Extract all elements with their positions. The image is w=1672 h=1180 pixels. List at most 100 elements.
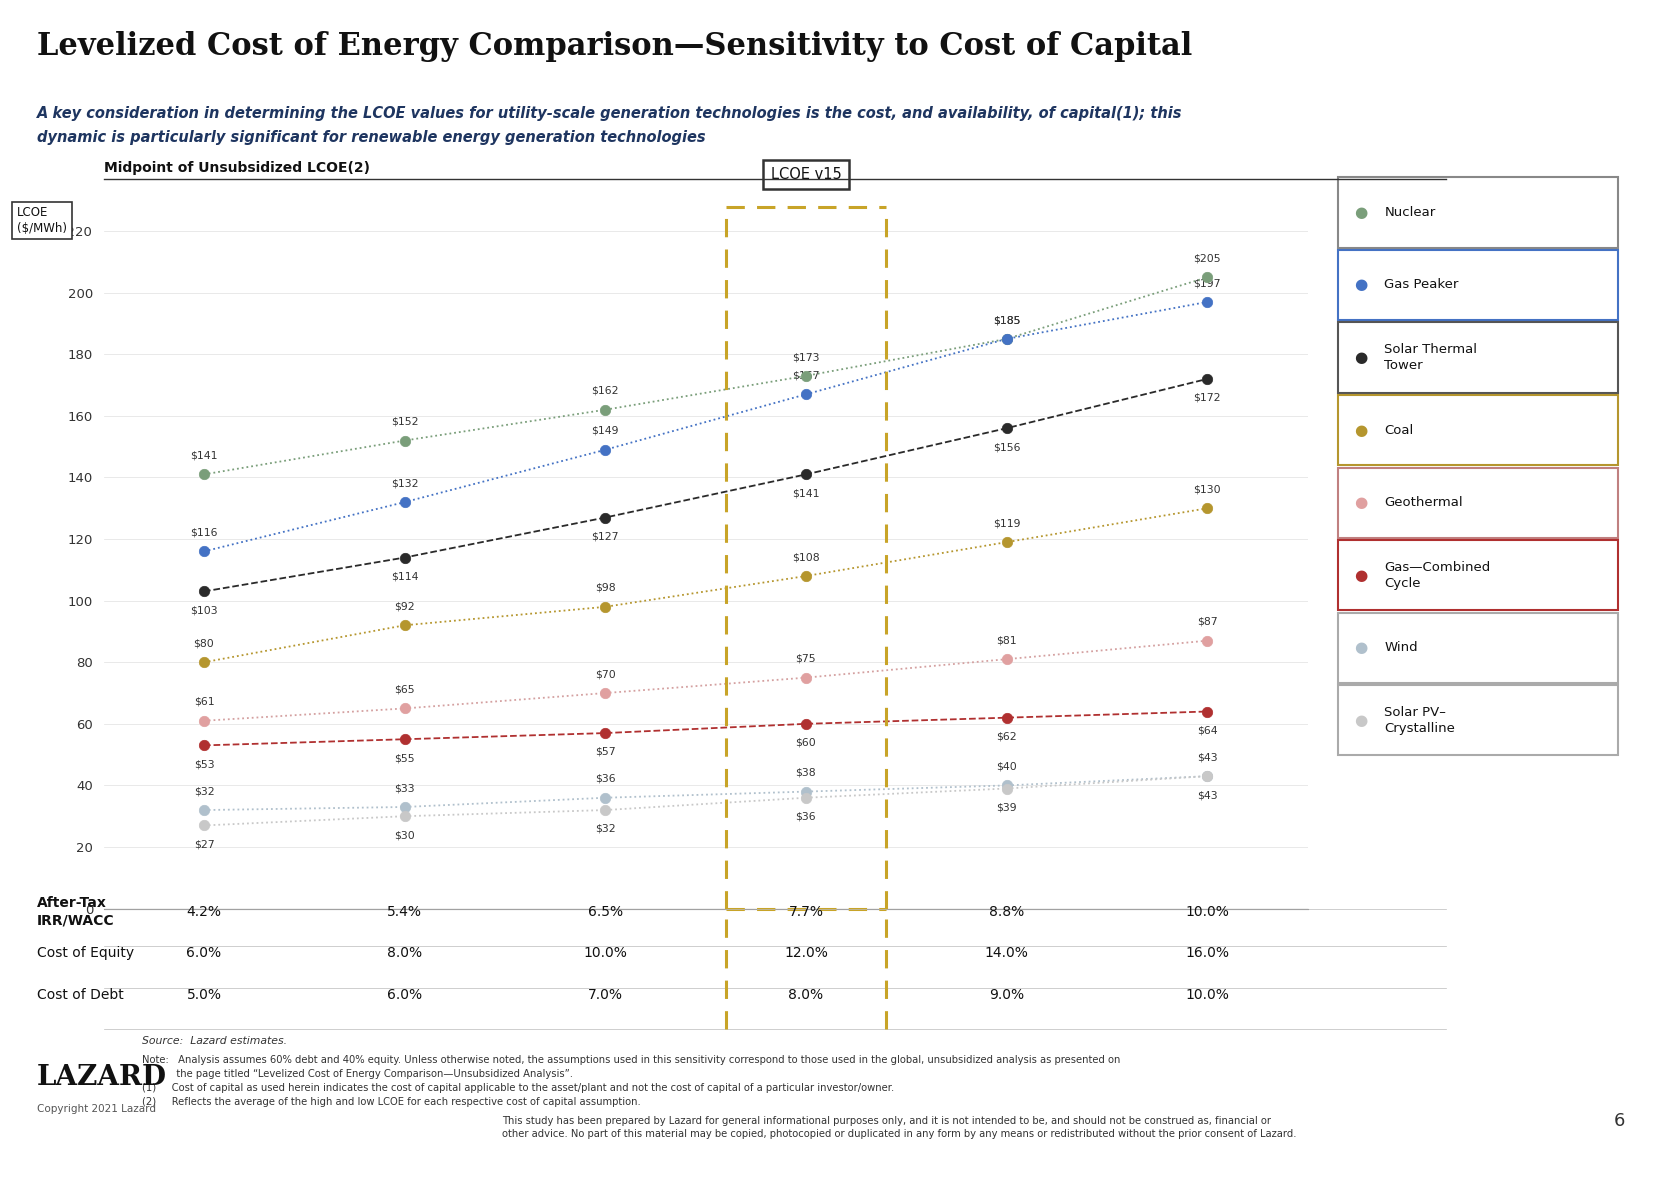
Text: $36: $36 xyxy=(595,774,615,784)
Text: Solar Thermal
Tower: Solar Thermal Tower xyxy=(1384,343,1478,372)
Text: Cost of Debt: Cost of Debt xyxy=(37,988,124,1002)
Text: ●: ● xyxy=(1354,350,1368,365)
Text: Source:  Lazard estimates.: Source: Lazard estimates. xyxy=(142,1036,288,1045)
Text: This study has been prepared by Lazard for general informational purposes only, : This study has been prepared by Lazard f… xyxy=(502,1116,1271,1126)
Text: After-Tax
IRR/WACC: After-Tax IRR/WACC xyxy=(37,897,114,927)
Text: Geothermal: Geothermal xyxy=(1384,496,1463,510)
Text: $33: $33 xyxy=(395,784,415,793)
Text: ●: ● xyxy=(1354,205,1368,219)
Text: (2)     Reflects the average of the high and low LCOE for each respective cost o: (2) Reflects the average of the high and… xyxy=(142,1097,640,1107)
Text: $108: $108 xyxy=(793,552,819,562)
Text: 7.0%: 7.0% xyxy=(589,988,622,1002)
Text: 8.0%: 8.0% xyxy=(386,946,423,961)
Text: other advice. No part of this material may be copied, photocopied or duplicated : other advice. No part of this material m… xyxy=(502,1129,1296,1139)
Text: $167: $167 xyxy=(793,371,819,380)
Text: A key consideration in determining the LCOE values for utility-scale generation : A key consideration in determining the L… xyxy=(37,106,1182,122)
Text: $156: $156 xyxy=(993,442,1020,452)
Text: 8.8%: 8.8% xyxy=(988,905,1025,919)
Text: $116: $116 xyxy=(191,527,217,538)
Text: 9.0%: 9.0% xyxy=(988,988,1025,1002)
Text: $38: $38 xyxy=(796,768,816,778)
Text: $43: $43 xyxy=(1197,791,1217,800)
Text: 5.0%: 5.0% xyxy=(187,988,221,1002)
Text: Nuclear: Nuclear xyxy=(1384,205,1436,219)
Text: dynamic is particularly significant for renewable energy generation technologies: dynamic is particularly significant for … xyxy=(37,130,706,145)
Text: the page titled “Levelized Cost of Energy Comparison—Unsubsidized Analysis”.: the page titled “Levelized Cost of Energ… xyxy=(142,1069,573,1079)
Text: $80: $80 xyxy=(194,638,214,648)
Text: ●: ● xyxy=(1354,641,1368,655)
Text: Gas—Combined
Cycle: Gas—Combined Cycle xyxy=(1384,560,1491,590)
Text: ●: ● xyxy=(1354,422,1368,438)
Text: LCOE v15: LCOE v15 xyxy=(771,166,841,182)
Text: $53: $53 xyxy=(194,759,214,769)
Text: $55: $55 xyxy=(395,753,415,763)
Text: $114: $114 xyxy=(391,571,418,582)
Text: $185: $185 xyxy=(993,315,1020,324)
Text: 8.0%: 8.0% xyxy=(788,988,824,1002)
Text: 4.2%: 4.2% xyxy=(187,905,221,919)
Text: 6.0%: 6.0% xyxy=(386,988,423,1002)
Text: $43: $43 xyxy=(1197,753,1217,762)
Text: ●: ● xyxy=(1354,713,1368,728)
Text: $141: $141 xyxy=(191,451,217,460)
Text: $173: $173 xyxy=(793,352,819,362)
Text: 10.0%: 10.0% xyxy=(1185,988,1229,1002)
Text: LAZARD: LAZARD xyxy=(37,1064,167,1092)
Text: $61: $61 xyxy=(194,697,214,707)
Text: 6.0%: 6.0% xyxy=(186,946,222,961)
Text: $32: $32 xyxy=(595,824,615,834)
Text: 10.0%: 10.0% xyxy=(584,946,627,961)
Text: $162: $162 xyxy=(592,386,619,395)
Text: $39: $39 xyxy=(997,802,1017,812)
Text: $65: $65 xyxy=(395,684,415,695)
Text: 7.7%: 7.7% xyxy=(789,905,823,919)
Text: 14.0%: 14.0% xyxy=(985,946,1028,961)
Text: ●: ● xyxy=(1354,277,1368,293)
Text: Cost of Equity: Cost of Equity xyxy=(37,946,134,961)
Text: $27: $27 xyxy=(194,839,214,850)
Text: Coal: Coal xyxy=(1384,424,1413,437)
Text: ●: ● xyxy=(1354,496,1368,510)
Text: 6.5%: 6.5% xyxy=(587,905,624,919)
Text: Copyright 2021 Lazard: Copyright 2021 Lazard xyxy=(37,1104,155,1114)
Text: $185: $185 xyxy=(993,315,1020,324)
Text: $127: $127 xyxy=(592,531,619,542)
Text: $205: $205 xyxy=(1194,254,1221,263)
Text: $141: $141 xyxy=(793,489,819,498)
Text: $36: $36 xyxy=(796,812,816,821)
Text: 6: 6 xyxy=(1613,1112,1625,1129)
Text: LCOE
($/MWh): LCOE ($/MWh) xyxy=(17,206,67,235)
Text: 5.4%: 5.4% xyxy=(388,905,421,919)
Text: $70: $70 xyxy=(595,669,615,680)
Text: $119: $119 xyxy=(993,518,1020,529)
Text: 12.0%: 12.0% xyxy=(784,946,828,961)
Text: $57: $57 xyxy=(595,747,615,756)
Text: $92: $92 xyxy=(395,602,415,611)
Text: $60: $60 xyxy=(796,738,816,748)
Text: ●: ● xyxy=(1354,568,1368,583)
Text: $149: $149 xyxy=(592,426,619,435)
Text: $130: $130 xyxy=(1194,485,1221,494)
Text: Note:   Analysis assumes 60% debt and 40% equity. Unless otherwise noted, the as: Note: Analysis assumes 60% debt and 40% … xyxy=(142,1055,1120,1064)
Text: $64: $64 xyxy=(1197,726,1217,735)
Text: Solar PV–
Crystalline: Solar PV– Crystalline xyxy=(1384,706,1455,735)
Text: $62: $62 xyxy=(997,732,1017,741)
Text: $75: $75 xyxy=(796,654,816,664)
Text: 16.0%: 16.0% xyxy=(1185,946,1229,961)
Text: $172: $172 xyxy=(1194,393,1221,402)
Text: 10.0%: 10.0% xyxy=(1185,905,1229,919)
Text: Gas Peaker: Gas Peaker xyxy=(1384,278,1458,291)
Text: (1)     Cost of capital as used herein indicates the cost of capital applicable : (1) Cost of capital as used herein indic… xyxy=(142,1083,895,1093)
Text: $87: $87 xyxy=(1197,617,1217,627)
Text: $40: $40 xyxy=(997,761,1017,772)
Text: $30: $30 xyxy=(395,830,415,840)
Text: $32: $32 xyxy=(194,786,214,796)
Text: Levelized Cost of Energy Comparison—Sensitivity to Cost of Capital: Levelized Cost of Energy Comparison—Sens… xyxy=(37,31,1192,61)
Text: $197: $197 xyxy=(1194,278,1221,288)
Text: $81: $81 xyxy=(997,635,1017,645)
Text: Midpoint of Unsubsidized LCOE(2): Midpoint of Unsubsidized LCOE(2) xyxy=(104,160,370,175)
Text: $132: $132 xyxy=(391,478,418,489)
Text: $103: $103 xyxy=(191,605,217,615)
Text: Wind: Wind xyxy=(1384,641,1418,655)
Text: $152: $152 xyxy=(391,417,418,427)
